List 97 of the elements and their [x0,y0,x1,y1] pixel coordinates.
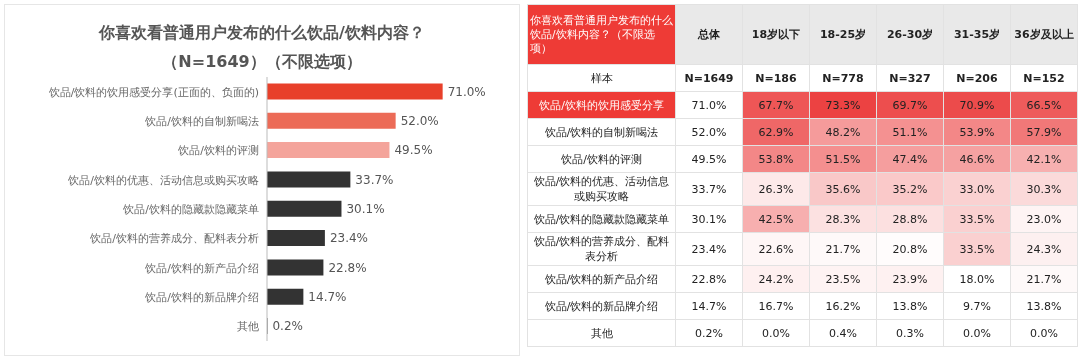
data-label: 22.8% [328,260,367,275]
data-label: 33.5% [943,232,1011,266]
data-label: 28.3% [809,205,877,233]
y-tick-label: 饮品/饮料的新品牌介绍 [527,292,676,320]
data-label: 22.6% [742,232,810,266]
y-tick-label: 饮品/饮料的新产品介绍 [527,265,676,293]
data-label: 33.0% [943,172,1011,206]
data-label: 26.3% [742,172,810,206]
data-label: 51.5% [809,145,877,173]
data-label: 23.5% [809,265,877,293]
data-label: 53.9% [943,118,1011,146]
data-label: 49.5% [675,145,743,173]
data-label: 13.8% [876,292,944,320]
data-label: N=1649 [675,64,743,92]
data-label: 33.5% [943,205,1011,233]
y-tick-label: 其他 [527,319,676,347]
data-label: 62.9% [742,118,810,146]
y-tick-label: 饮品/饮料的营养成分、配料表分析 [89,232,259,246]
y-tick-label: 饮品/饮料的新品牌介绍 [144,290,259,304]
y-tick-label: 饮品/饮料的饮用感受分享(正面的、负面的) [47,85,259,99]
chart-title: 你喜欢看普通用户发布的什么饮品/饮料内容？ [97,23,426,44]
data-label: 22.8% [675,265,743,293]
data-label: 35.2% [876,172,944,206]
y-tick-label: 饮品/饮料的营养成分、配料表分析 [527,232,676,266]
data-label: 0.2% [272,319,303,334]
data-label: 21.7% [809,232,877,266]
data-label: 16.7% [742,292,810,320]
data-label: 33.7% [675,172,743,206]
data-label: N=206 [943,64,1011,92]
data-label: 20.8% [876,232,944,266]
data-label: 24.3% [1010,232,1078,266]
data-label: 66.5% [1010,91,1078,119]
data-label: 67.7% [742,91,810,119]
x-tick-label: 总体 [675,4,743,65]
data-label: 52.0% [400,114,439,129]
y-tick-label: 样本 [527,64,676,92]
data-label: 49.5% [394,143,433,158]
data-label: N=327 [876,64,944,92]
data-label: 23.0% [1010,205,1078,233]
y-tick-label: 其他 [237,320,259,334]
data-label: 18.0% [943,265,1011,293]
data-label: 30.1% [675,205,743,233]
data-label: 70.9% [943,91,1011,119]
chart-title: 你喜欢看普通用户发布的什么饮品/饮料内容？（不限选项） [527,4,676,65]
y-tick-label: 饮品/饮料的隐藏款隐藏菜单 [527,205,676,233]
data-label: 24.2% [742,265,810,293]
data-label: 0.2% [675,319,743,347]
data-label: 30.1% [346,202,385,217]
data-label: 21.7% [1010,265,1078,293]
data-label: 23.9% [876,265,944,293]
x-tick-label: 18岁以下 [742,4,810,65]
data-label: 57.9% [1010,118,1078,146]
data-label: 42.5% [742,205,810,233]
data-label: 9.7% [943,292,1011,320]
y-tick-label: 饮品/饮料的优惠、活动信息或购买攻略 [67,173,259,187]
x-tick-label: 36岁及以上 [1010,4,1078,65]
data-label: 0.0% [943,319,1011,347]
data-label: 42.1% [1010,145,1078,173]
data-label: 23.4% [329,231,369,246]
data-label: 35.6% [809,172,877,206]
data-label: 0.0% [742,319,810,347]
y-tick-label: 饮品/饮料的隐藏款隐藏菜单 [122,202,259,216]
y-tick-label: 饮品/饮料的评测 [177,144,259,158]
data-label: 14.7% [675,292,743,320]
y-tick-label: 饮品/饮料的自制新喝法 [144,114,259,128]
data-label: 73.3% [809,91,877,119]
x-tick-label: 26-30岁 [876,4,944,65]
data-label: 51.1% [876,118,944,146]
y-tick-label: 饮品/饮料的新产品介绍 [144,261,259,275]
data-label: 33.7% [355,172,394,187]
data-label: 0.3% [876,319,944,347]
data-label: 23.4% [675,232,743,266]
data-label: 14.7% [308,290,347,305]
data-label: 69.7% [876,91,944,119]
data-label: 13.8% [1010,292,1078,320]
data-label: 48.2% [809,118,877,146]
data-label: 52.0% [675,118,743,146]
data-label: 28.8% [876,205,944,233]
data-label: N=186 [742,64,810,92]
data-label: 46.6% [943,145,1011,173]
data-label: 71.0% [675,91,743,119]
data-label: 53.8% [742,145,810,173]
data-label: 30.3% [1010,172,1078,206]
data-label: 16.2% [809,292,877,320]
y-tick-label: 饮品/饮料的饮用感受分享 [527,91,676,119]
data-label: 0.4% [809,319,877,347]
data-label: 71.0% [447,84,486,99]
data-label: N=152 [1010,64,1078,92]
y-tick-label: 饮品/饮料的优惠、活动信息或购买攻略 [527,172,676,206]
y-tick-label: 饮品/饮料的自制新喝法 [527,118,676,146]
data-label: 47.4% [876,145,944,173]
y-tick-label: 饮品/饮料的评测 [527,145,676,173]
x-tick-label: 31-35岁 [943,4,1011,65]
chart-subtitle: （N=1649）（不限选项） [161,52,363,73]
data-label: 0.0% [1010,319,1078,347]
data-label: N=778 [809,64,877,92]
x-tick-label: 18-25岁 [809,4,877,65]
